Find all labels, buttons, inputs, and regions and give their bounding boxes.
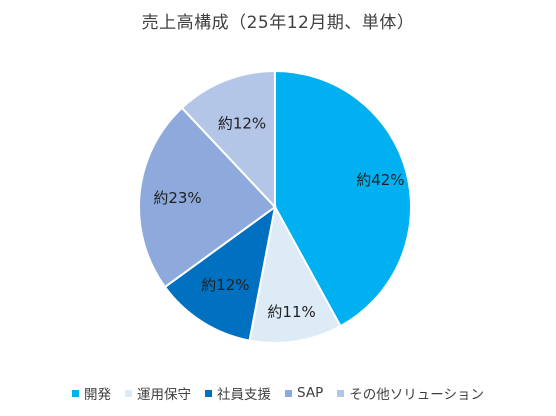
legend-label-2: 運用保守 <box>137 387 192 403</box>
legend-label-4: SAP <box>297 385 324 401</box>
legend-item-1: 開発 <box>72 383 111 403</box>
data-label-3: 約12% <box>201 276 249 294</box>
legend-swatch-1 <box>72 389 80 397</box>
pie-slice-3 <box>163 204 277 342</box>
legend-swatch-5 <box>337 389 345 397</box>
chart-title: 売上高構成（25年12月期、単体） <box>141 13 415 33</box>
data-label-2: 約11% <box>267 303 315 321</box>
legend-item-2: 運用保守 <box>125 383 191 403</box>
legend-swatch-3 <box>205 389 213 397</box>
pie-slice-4 <box>138 106 277 289</box>
data-label-1: 約42% <box>356 171 404 189</box>
legend-item-4: SAP <box>285 383 323 403</box>
legend-swatch-4 <box>285 389 293 397</box>
legend-item-3: 社員支援 <box>205 383 271 403</box>
data-label-5: 約12% <box>218 115 266 133</box>
data-label-4: 約23% <box>153 189 201 207</box>
legend: 開発 運用保守 社員支援 SAP その他ソリューション <box>0 383 556 403</box>
pie-slice-5 <box>180 69 276 210</box>
pie-slice-2 <box>248 204 342 344</box>
legend-label-5: その他ソリューション <box>349 387 484 403</box>
pie-slice-1 <box>274 69 413 328</box>
legend-swatch-2 <box>125 389 133 397</box>
legend-label-1: 開発 <box>84 387 112 403</box>
legend-label-3: 社員支援 <box>217 387 272 403</box>
legend-item-5: その他ソリューション <box>337 383 484 403</box>
